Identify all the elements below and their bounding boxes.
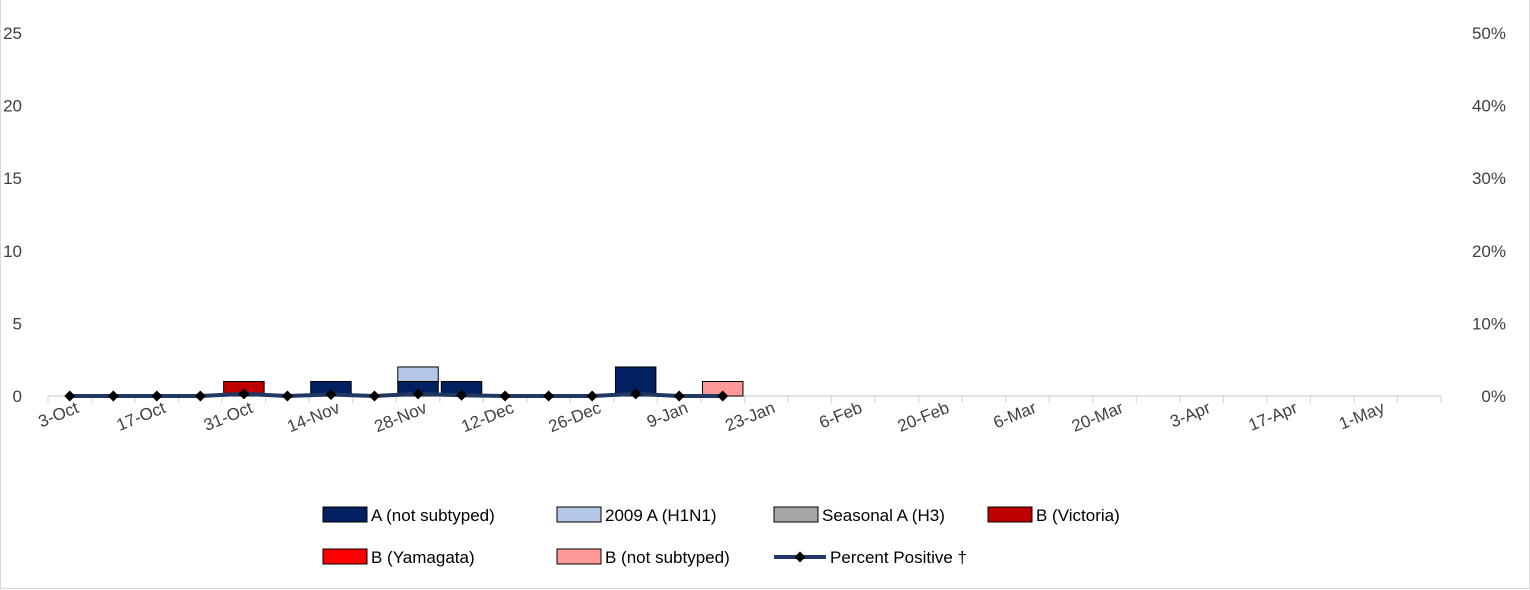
legend-label: A (not subtyped) — [371, 506, 495, 525]
x-tick-label: 3-Oct — [36, 398, 82, 431]
x-tick-label: 20-Feb — [895, 398, 952, 436]
legend-swatch — [322, 548, 368, 565]
x-tick-label: 17-Oct — [114, 398, 169, 435]
x-tick-label: 6-Feb — [817, 398, 865, 432]
x-tick-label: 20-Mar — [1069, 398, 1126, 436]
y-right-tick-label: 50% — [1472, 24, 1506, 43]
legend-label: 2009 A (H1N1) — [605, 506, 717, 525]
percent-positive-marker — [456, 389, 468, 401]
percent-positive-marker — [673, 390, 685, 402]
percent-positive-marker — [325, 389, 337, 401]
y-right-tick-label: 0% — [1481, 387, 1506, 406]
percent-positive-marker — [281, 390, 293, 402]
legend-swatch — [322, 506, 368, 523]
y-left-tick-label: 0 — [13, 387, 22, 406]
x-tick-label: 14-Nov — [285, 398, 343, 436]
percent-positive-marker — [586, 390, 598, 402]
x-tick-label: 23-Jan — [722, 398, 777, 435]
percent-positive-marker — [717, 390, 729, 402]
y-right-tick-label: 30% — [1472, 169, 1506, 188]
y-axis-left: 0 5 10 15 20 25 — [3, 24, 22, 406]
percent-positive-line — [64, 388, 729, 402]
y-axis-right: 0% 10% 20% 30% 40% 50% — [1472, 24, 1506, 406]
percent-positive-marker — [107, 390, 119, 402]
percent-positive-marker — [368, 390, 380, 402]
y-left-tick-label: 15 — [3, 169, 22, 188]
x-tick-label: 1-May — [1336, 398, 1387, 433]
x-tick-label: 17-Apr — [1246, 398, 1301, 435]
percent-positive-marker — [630, 388, 642, 400]
legend-swatch — [556, 506, 602, 523]
legend-swatch — [773, 506, 819, 523]
x-tick-label: 3-Apr — [1167, 398, 1213, 431]
x-tick-label: 31-Oct — [201, 398, 256, 435]
legend-label: B (Victoria) — [1036, 506, 1120, 525]
percent-positive-marker — [238, 388, 250, 400]
x-tick-label: 9-Jan — [644, 398, 691, 432]
legend-swatch — [556, 548, 602, 565]
legend-swatch — [987, 506, 1033, 523]
y-left-tick-label: 20 — [3, 97, 22, 116]
percent-positive-marker — [412, 388, 424, 400]
percent-positive-marker — [151, 390, 163, 402]
y-left-tick-label: 25 — [3, 24, 22, 43]
bar-2009-a-h1n1 — [397, 366, 439, 382]
y-left-tick-label: 10 — [3, 242, 22, 261]
x-tick-label: 26-Dec — [546, 398, 604, 436]
x-axis: 3-Oct 17-Oct 31-Oct 14-Nov 28-Nov 12-Dec 26-De… — [36, 395, 1442, 436]
y-right-tick-label: 20% — [1472, 242, 1506, 261]
bar-a-not-subtyped — [614, 366, 657, 397]
legend-label: Seasonal A (H3) — [822, 506, 945, 525]
x-tick-label: 12-Dec — [459, 398, 517, 436]
y-right-tick-label: 10% — [1472, 314, 1506, 333]
y-right-tick-label: 40% — [1472, 97, 1506, 116]
percent-positive-marker — [64, 390, 76, 402]
legend-label: B (Yamagata) — [371, 548, 475, 567]
legend-line-marker — [794, 551, 806, 563]
percent-positive-marker — [194, 390, 206, 402]
y-left-tick-label: 5 — [13, 314, 22, 333]
percent-positive-marker — [543, 390, 555, 402]
percent-positive-marker — [499, 390, 511, 402]
bars — [223, 366, 744, 397]
legend-label: Percent Positive † — [830, 548, 967, 567]
x-tick-label: 6-Mar — [991, 398, 1040, 432]
legend: A (not subtyped) 2009 A (H1N1) Seasonal A … — [322, 506, 1120, 567]
percent-positive-polyline — [69, 391, 723, 398]
legend-label: B (not subtyped) — [605, 548, 730, 567]
x-tick-label: 28-Nov — [372, 398, 430, 436]
